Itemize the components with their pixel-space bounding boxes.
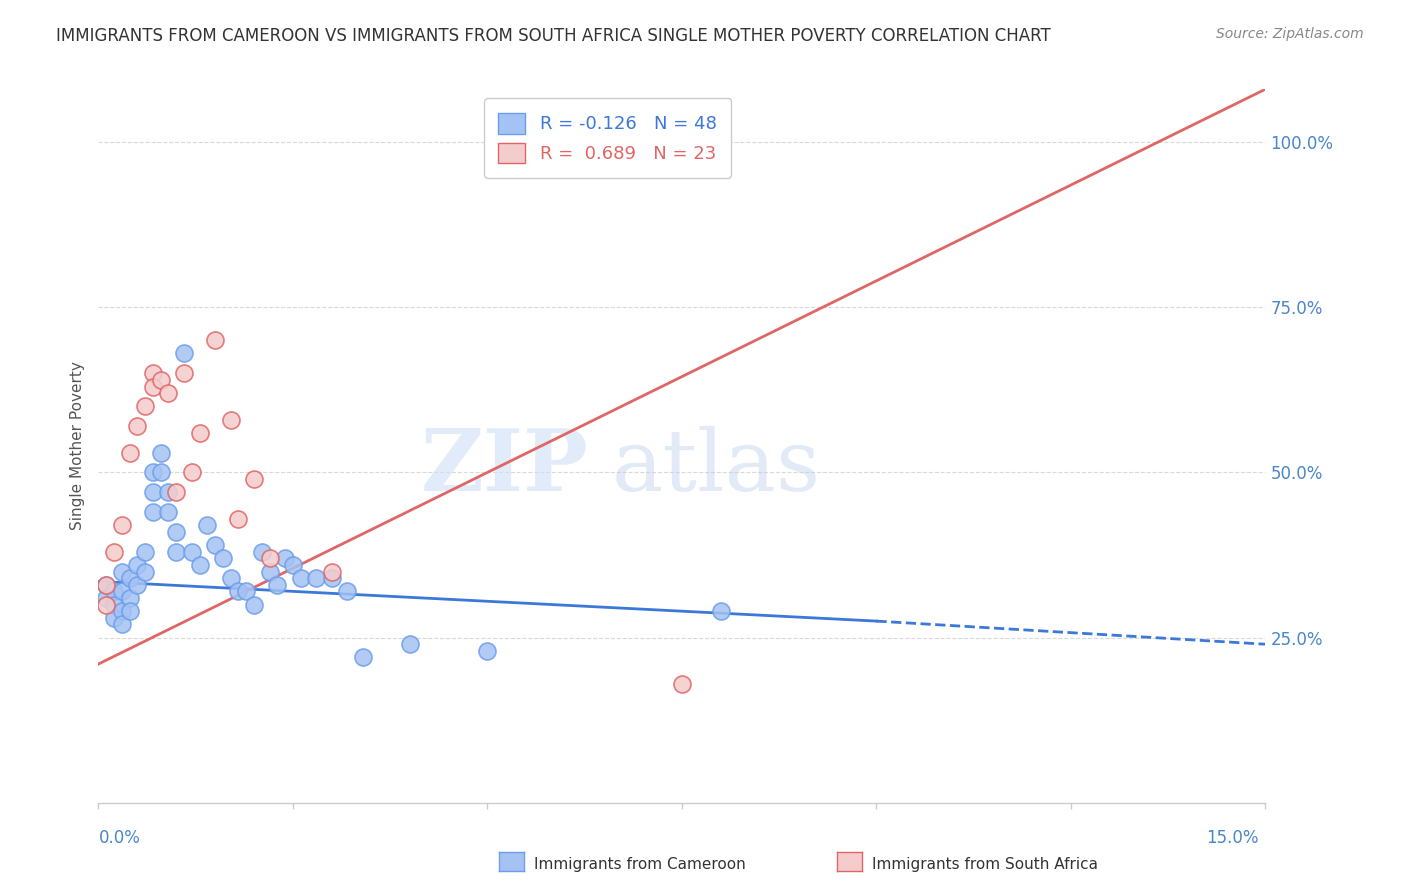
Point — [250, 545, 273, 559]
Point — [173, 367, 195, 381]
Point — [195, 518, 218, 533]
Point — [142, 379, 165, 393]
Point — [398, 637, 420, 651]
Point — [336, 584, 359, 599]
Text: Immigrants from South Africa: Immigrants from South Africa — [872, 857, 1098, 871]
Point — [219, 412, 242, 426]
Point — [134, 400, 156, 414]
Point — [321, 571, 343, 585]
Point — [157, 505, 180, 519]
Point — [111, 604, 134, 618]
Point — [149, 373, 172, 387]
Point — [103, 545, 125, 559]
Point — [165, 485, 187, 500]
Point — [204, 538, 226, 552]
Point — [103, 611, 125, 625]
Point — [149, 445, 172, 459]
Point — [188, 558, 211, 572]
Point — [127, 558, 149, 572]
Point — [259, 551, 281, 566]
Text: Immigrants from Cameroon: Immigrants from Cameroon — [534, 857, 747, 871]
Point — [142, 485, 165, 500]
Point — [111, 584, 134, 599]
Point — [274, 551, 297, 566]
Point — [219, 571, 242, 585]
Point — [321, 565, 343, 579]
Point — [134, 545, 156, 559]
Point — [111, 617, 134, 632]
Point — [281, 558, 304, 572]
Point — [127, 578, 149, 592]
Point — [157, 386, 180, 401]
Point — [165, 524, 187, 539]
Point — [235, 584, 257, 599]
Point — [118, 604, 141, 618]
Point — [111, 565, 134, 579]
Point — [259, 565, 281, 579]
Point — [352, 650, 374, 665]
Point — [305, 571, 328, 585]
Point — [96, 578, 118, 592]
Text: 15.0%: 15.0% — [1206, 829, 1258, 847]
Text: 0.0%: 0.0% — [98, 829, 141, 847]
Point — [212, 551, 235, 566]
Point — [111, 518, 134, 533]
Point — [118, 445, 141, 459]
Y-axis label: Single Mother Poverty: Single Mother Poverty — [69, 361, 84, 531]
Point — [142, 505, 165, 519]
Point — [180, 545, 202, 559]
Point — [118, 571, 141, 585]
Legend: R = -0.126   N = 48, R =  0.689   N = 23: R = -0.126 N = 48, R = 0.689 N = 23 — [484, 98, 731, 178]
Point — [554, 154, 576, 169]
Point — [671, 677, 693, 691]
Point — [180, 466, 202, 480]
Point — [142, 367, 165, 381]
Point — [149, 466, 172, 480]
Point — [118, 591, 141, 605]
Point — [96, 578, 118, 592]
Point — [134, 565, 156, 579]
Point — [103, 598, 125, 612]
Point — [477, 644, 499, 658]
Point — [228, 584, 250, 599]
Text: ZIP: ZIP — [420, 425, 589, 509]
Text: IMMIGRANTS FROM CAMEROON VS IMMIGRANTS FROM SOUTH AFRICA SINGLE MOTHER POVERTY C: IMMIGRANTS FROM CAMEROON VS IMMIGRANTS F… — [56, 27, 1052, 45]
Point — [96, 591, 118, 605]
Point — [243, 598, 266, 612]
Point — [173, 346, 195, 360]
Point — [290, 571, 312, 585]
Point — [188, 425, 211, 440]
Point — [142, 466, 165, 480]
Point — [266, 578, 288, 592]
Point — [96, 598, 118, 612]
Point — [165, 545, 187, 559]
Point — [127, 419, 149, 434]
Point — [157, 485, 180, 500]
Point — [204, 333, 226, 347]
Text: atlas: atlas — [612, 425, 821, 509]
Point — [710, 604, 733, 618]
Text: Source: ZipAtlas.com: Source: ZipAtlas.com — [1216, 27, 1364, 41]
Point — [243, 472, 266, 486]
Point — [103, 584, 125, 599]
Point — [228, 511, 250, 525]
